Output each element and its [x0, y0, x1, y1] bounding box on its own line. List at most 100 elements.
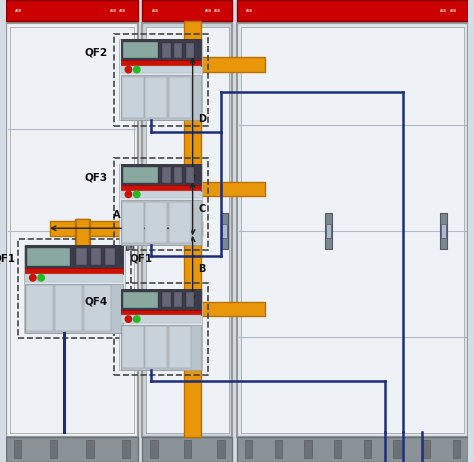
Bar	[84, 286, 111, 331]
Bar	[184, 57, 264, 72]
Bar	[163, 292, 171, 308]
Bar	[26, 245, 123, 267]
Bar	[121, 324, 201, 370]
Bar	[121, 60, 201, 66]
Bar	[453, 440, 460, 458]
Text: ABB: ABB	[110, 9, 117, 13]
Bar	[86, 440, 94, 458]
Bar	[121, 316, 201, 322]
Bar	[145, 291, 158, 299]
Bar	[55, 286, 82, 331]
Bar	[119, 289, 202, 370]
Bar	[174, 292, 182, 308]
Bar	[75, 219, 90, 312]
Bar	[237, 23, 468, 437]
Bar	[237, 23, 468, 437]
Bar	[186, 43, 194, 58]
Bar	[169, 77, 191, 118]
Bar	[146, 77, 167, 118]
Bar	[142, 23, 232, 437]
Circle shape	[134, 67, 140, 73]
Text: QF3: QF3	[84, 172, 108, 182]
Text: ABB: ABB	[440, 9, 447, 13]
Bar	[121, 200, 201, 245]
Bar	[14, 440, 21, 458]
Bar	[423, 440, 430, 458]
Bar	[119, 164, 202, 245]
Circle shape	[125, 67, 132, 73]
Bar	[326, 224, 331, 238]
Bar	[26, 274, 123, 282]
Bar	[91, 248, 101, 265]
Bar	[121, 191, 201, 198]
Bar	[274, 440, 282, 458]
Circle shape	[38, 274, 45, 281]
Bar	[126, 213, 133, 249]
Bar	[9, 27, 134, 433]
Bar	[169, 326, 191, 368]
Bar	[169, 201, 191, 243]
Bar	[241, 27, 465, 433]
Bar	[184, 302, 264, 316]
Circle shape	[134, 316, 140, 322]
Bar	[50, 440, 57, 458]
Bar	[50, 221, 202, 236]
Bar	[183, 440, 191, 458]
Bar	[123, 167, 158, 183]
Text: ABB: ABB	[246, 9, 254, 13]
Bar	[121, 66, 201, 73]
Bar	[142, 437, 232, 462]
Bar	[142, 23, 232, 437]
Text: ABB: ABB	[449, 9, 456, 13]
Bar	[163, 43, 171, 58]
Bar	[121, 164, 201, 185]
Bar	[76, 248, 87, 265]
Bar	[145, 166, 158, 179]
Text: QF2: QF2	[84, 48, 108, 57]
Bar	[6, 437, 137, 462]
Bar	[121, 75, 201, 120]
Bar	[76, 219, 89, 247]
Bar	[184, 182, 264, 196]
Bar	[24, 245, 125, 333]
Text: ABB: ABB	[214, 9, 221, 13]
Bar	[334, 440, 341, 458]
Bar	[6, 23, 137, 437]
Bar	[325, 213, 332, 249]
Bar	[237, 437, 468, 462]
Text: QF1: QF1	[0, 254, 16, 264]
Text: D: D	[198, 114, 206, 124]
Bar	[304, 440, 311, 458]
Bar	[441, 224, 447, 238]
Circle shape	[125, 191, 132, 198]
Bar	[163, 167, 171, 182]
Bar	[146, 27, 228, 433]
Circle shape	[134, 191, 140, 198]
Bar	[142, 0, 232, 21]
Bar	[27, 248, 70, 266]
Bar	[174, 43, 182, 58]
Bar	[245, 440, 252, 458]
Circle shape	[125, 316, 132, 322]
Bar	[122, 201, 144, 243]
Bar	[145, 42, 158, 55]
Bar	[122, 440, 130, 458]
Bar	[221, 213, 228, 249]
Text: A: A	[113, 210, 120, 220]
Bar	[440, 213, 447, 249]
Bar	[123, 42, 158, 58]
Text: ABB: ABB	[119, 9, 126, 13]
Text: ABB: ABB	[152, 9, 159, 13]
Bar	[393, 440, 401, 458]
Bar	[237, 0, 468, 21]
Bar	[146, 201, 167, 243]
Text: QF1: QF1	[130, 253, 153, 263]
Bar	[119, 39, 202, 120]
Text: B: B	[198, 264, 206, 274]
Bar	[186, 292, 194, 308]
Bar	[114, 158, 208, 250]
Bar	[127, 224, 132, 238]
Bar	[121, 185, 201, 191]
Bar	[6, 0, 137, 21]
Bar	[26, 284, 123, 333]
